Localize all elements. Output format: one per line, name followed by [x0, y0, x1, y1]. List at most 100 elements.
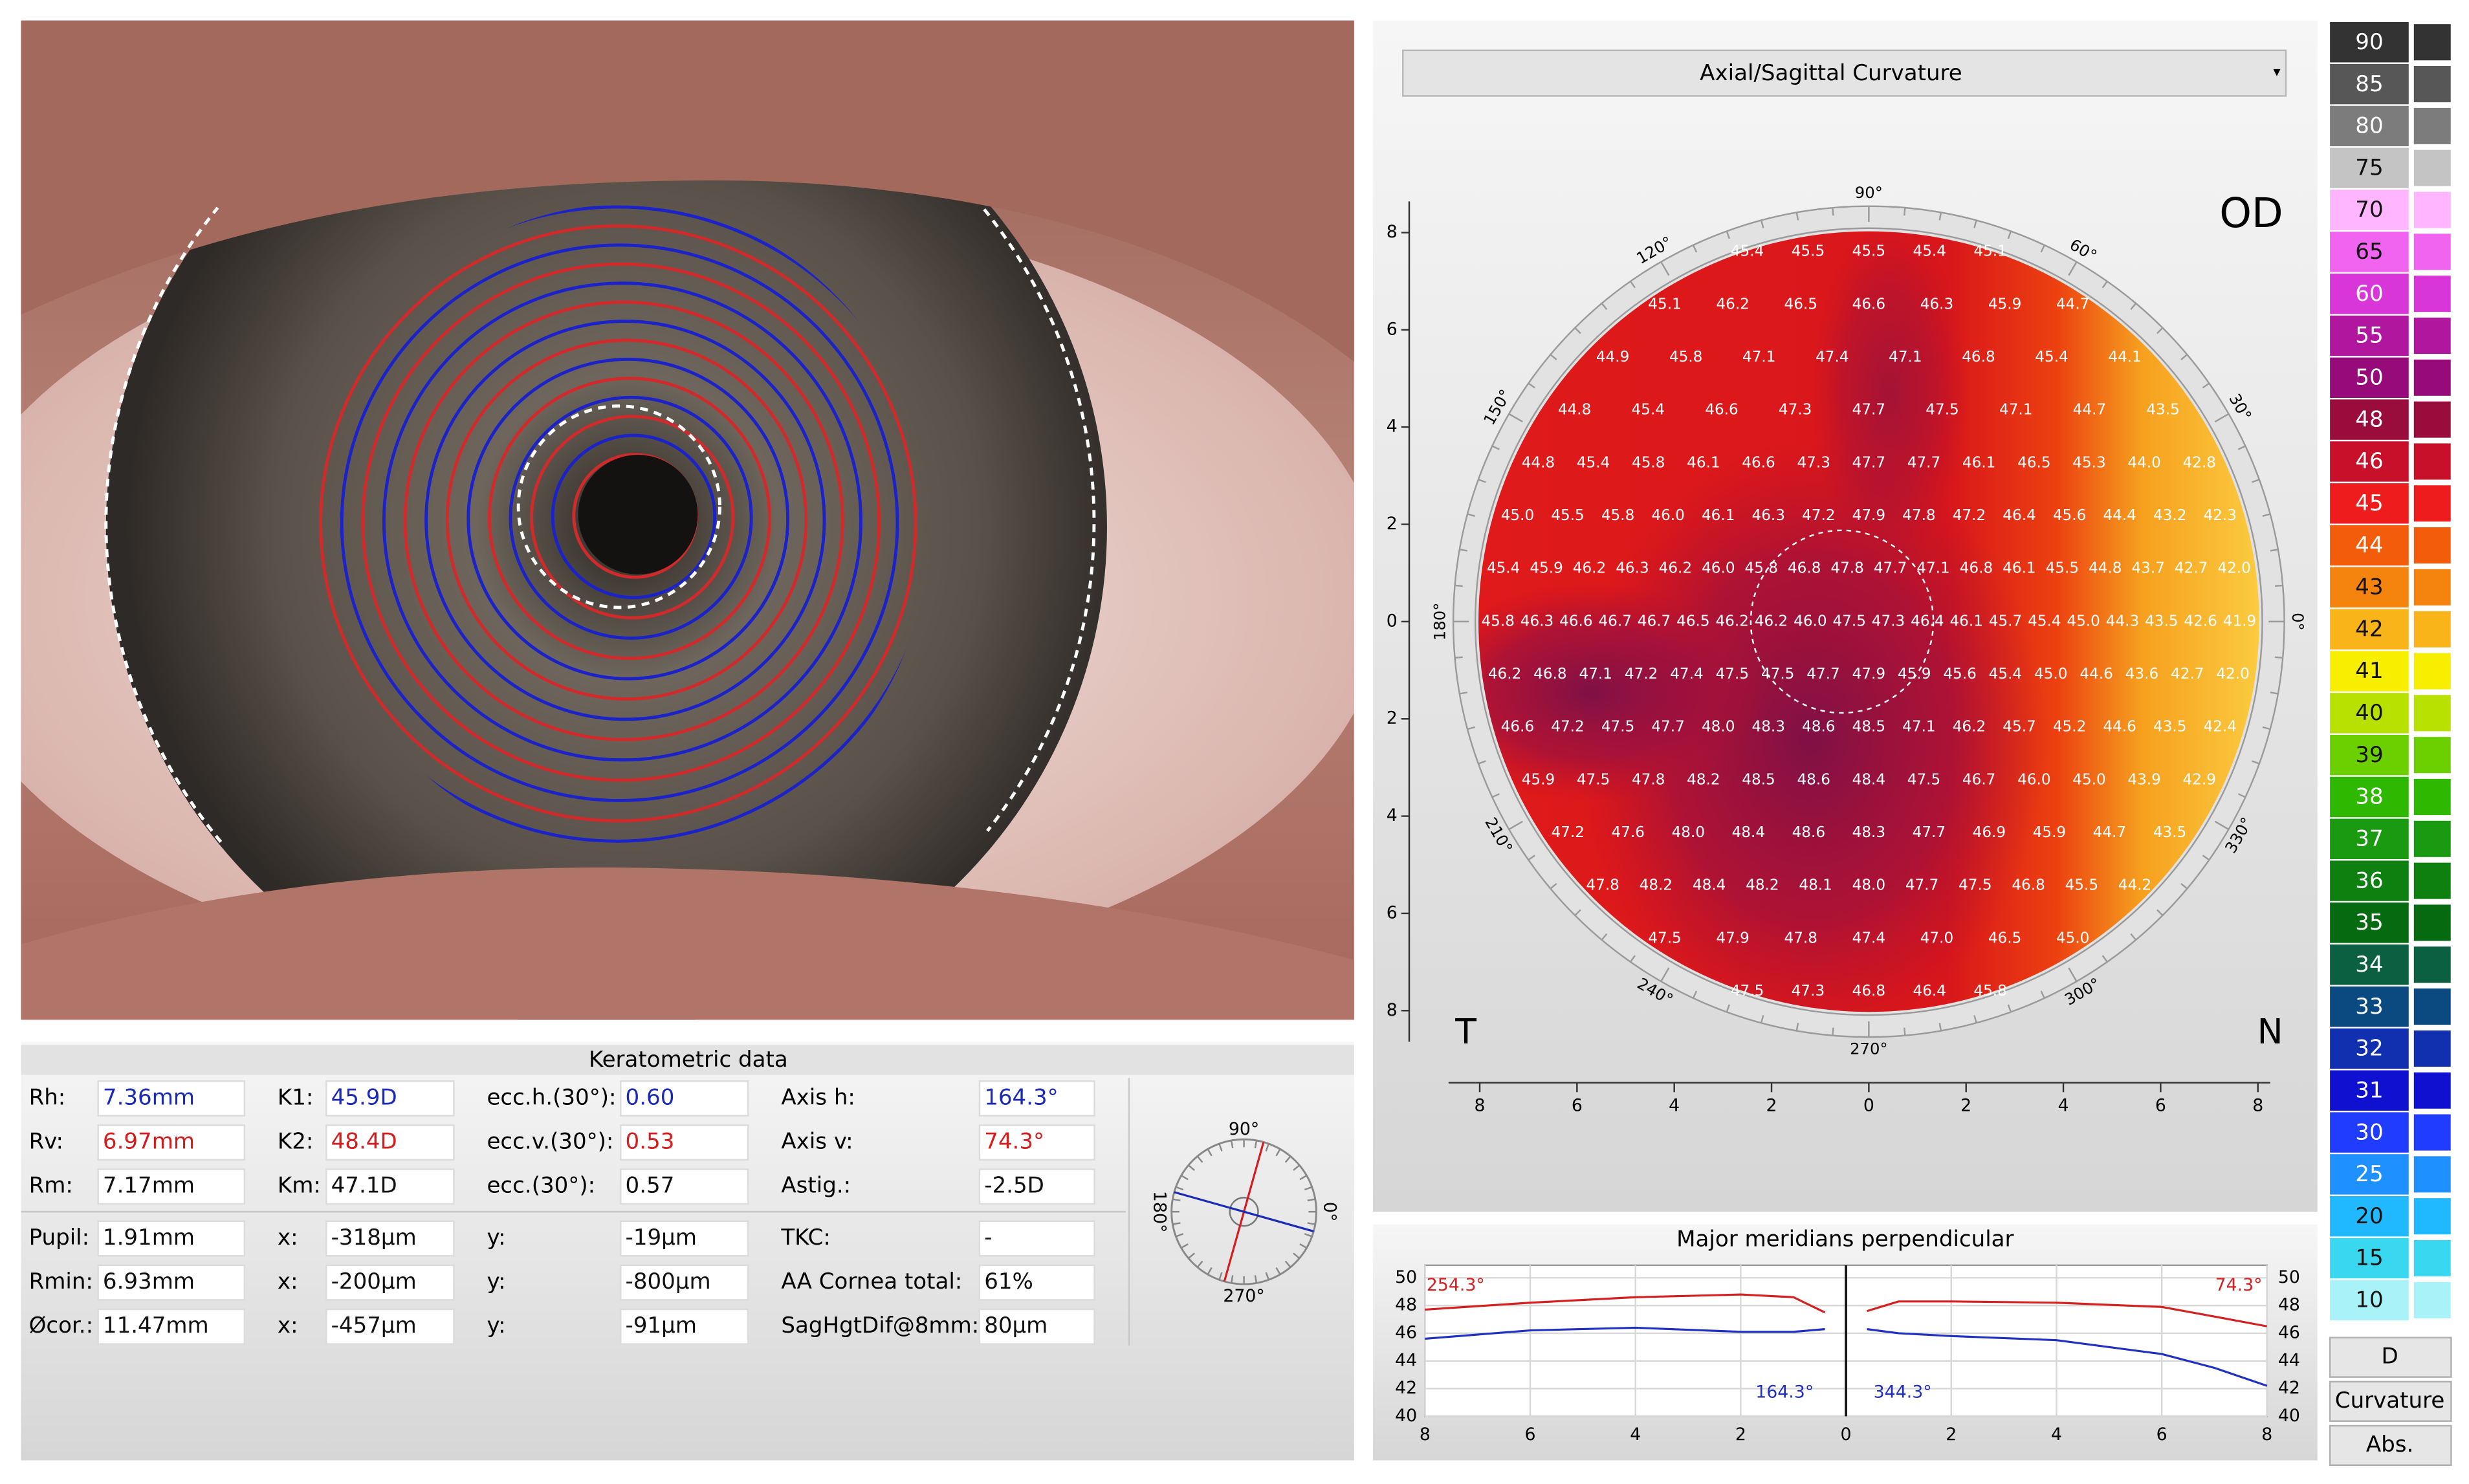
map-value: 47.5: [1601, 719, 1634, 736]
x-tick-label: 8: [2252, 1096, 2263, 1116]
map-value: 45.9: [2033, 824, 2066, 841]
y-tick-label: 50: [1395, 1267, 1417, 1287]
angle-tick: [1550, 354, 1557, 360]
map-value: 48.0: [1702, 719, 1735, 736]
map-value: 48.5: [1852, 719, 1885, 736]
placido-ring: [340, 243, 899, 802]
map-value: 48.6: [1797, 771, 1830, 788]
dial-label: 0°: [1319, 1202, 1339, 1221]
angle-tick: [1601, 933, 1608, 941]
map-value: 45.9: [1898, 666, 1931, 682]
map-value: 47.3: [1797, 454, 1830, 471]
map-value: 43.2: [2153, 507, 2186, 524]
y-tick-label: 4: [1387, 805, 1398, 825]
scale-step: [2330, 315, 2409, 356]
angle-tick: [2180, 882, 2188, 889]
scale-swatch: [2413, 652, 2452, 691]
map-value: 47.9: [1852, 507, 1885, 524]
scale-label: 45: [2355, 490, 2383, 516]
scale-step: [2330, 1112, 2409, 1153]
field-label: ecc.h.(30°):: [487, 1084, 616, 1110]
y-tick-label: 6: [1387, 319, 1398, 339]
scale-button-label[interactable]: D: [2381, 1344, 2398, 1369]
scale-button[interactable]: [2329, 1380, 2452, 1422]
scale-button[interactable]: [2329, 1424, 2452, 1467]
map-value: 47.2: [1953, 507, 1986, 524]
dropdown-label[interactable]: Axial/Sagittal Curvature: [1700, 60, 1962, 86]
scale-label: 15: [2355, 1245, 2383, 1271]
map-value: 47.8: [1632, 771, 1665, 788]
map-value: 44.7: [2093, 824, 2126, 841]
map-value: 47.2: [1802, 507, 1835, 524]
map-value: 48.4: [1852, 771, 1885, 788]
scale-step: [2330, 693, 2409, 734]
meridian-label: 74.3°: [2215, 1275, 2263, 1295]
scale-swatch: [2413, 1281, 2452, 1320]
map-value: 45.4: [1989, 666, 2022, 682]
scale-button-label[interactable]: Curvature: [2335, 1388, 2445, 1413]
field-box: [978, 1124, 1095, 1161]
map-value: 46.6: [1559, 613, 1592, 629]
map-value: 47.5: [1907, 771, 1940, 788]
map-value: 47.1: [1916, 560, 1949, 577]
field-box: [325, 1220, 455, 1257]
map-value: 43.5: [2153, 719, 2186, 736]
scale-label: 40: [2355, 700, 2383, 726]
scale-swatch: [2413, 987, 2452, 1026]
map-value: 45.5: [1551, 507, 1584, 524]
map-value: 45.6: [1943, 666, 1976, 682]
map-value: 48.5: [1742, 771, 1775, 788]
x-tick-label: 2: [1766, 1096, 1777, 1116]
dropdown-arrow[interactable]: ▾: [2274, 64, 2281, 80]
dial-label: 270°: [1223, 1286, 1264, 1306]
angle-tick: [1660, 261, 1670, 276]
angle-tick: [2040, 990, 2045, 999]
scale-step: [2330, 63, 2409, 105]
keratometric-title: Keratometric data: [589, 1047, 788, 1073]
scale-swatch: [2413, 442, 2452, 481]
scale-swatch: [2413, 232, 2452, 271]
map-value: 44.4: [2103, 507, 2136, 524]
scale-step: [2330, 1238, 2409, 1279]
angle-tick: [1832, 1027, 1834, 1036]
scale-button-label[interactable]: Abs.: [2366, 1432, 2413, 1457]
map-value: 47.1: [1579, 666, 1612, 682]
field-value: 74.3°: [984, 1129, 1044, 1155]
scale-label: 50: [2355, 365, 2383, 391]
field-box: [620, 1264, 749, 1301]
y2-tick-label: 46: [2278, 1322, 2300, 1342]
dial-tick: [1181, 1175, 1189, 1181]
angle-tick: [1692, 990, 1698, 999]
map-type-dropdown[interactable]: [1402, 49, 2287, 97]
field-label: x:: [278, 1313, 298, 1338]
side-label: T: [1454, 1011, 1476, 1052]
field-box: [978, 1264, 1095, 1301]
field-value: 0.53: [626, 1129, 675, 1155]
scale-swatch: [2413, 191, 2452, 230]
map-value: 45.0: [2067, 613, 2100, 629]
field-box: [97, 1264, 246, 1301]
scale-swatch: [2413, 1071, 2452, 1110]
angle-tick: [1528, 855, 1535, 861]
scale-swatch: [2413, 358, 2452, 397]
map-value: 47.7: [1905, 877, 1938, 894]
scale-step: [2330, 399, 2409, 440]
angle-tick: [2274, 656, 2283, 659]
map-value: 46.7: [1638, 613, 1671, 629]
dial-tick: [1230, 1275, 1234, 1283]
field-value: -2.5D: [984, 1173, 1044, 1199]
scale-label: 35: [2355, 910, 2383, 935]
scale-label: 33: [2355, 994, 2383, 1020]
map-value: 44.7: [2073, 402, 2106, 419]
placido-ring: [551, 433, 717, 600]
angle-tick: [1726, 230, 1731, 239]
scale-button[interactable]: [2329, 1337, 2452, 1378]
dial-tick: [1196, 1155, 1203, 1163]
scale-label: 34: [2355, 952, 2383, 977]
map-value: 47.8: [1830, 560, 1863, 577]
dial-tick: [1293, 1252, 1300, 1260]
field-label: ecc.(30°):: [487, 1173, 595, 1199]
scale-label: 70: [2355, 197, 2383, 223]
map-value: 43.7: [2131, 560, 2164, 577]
